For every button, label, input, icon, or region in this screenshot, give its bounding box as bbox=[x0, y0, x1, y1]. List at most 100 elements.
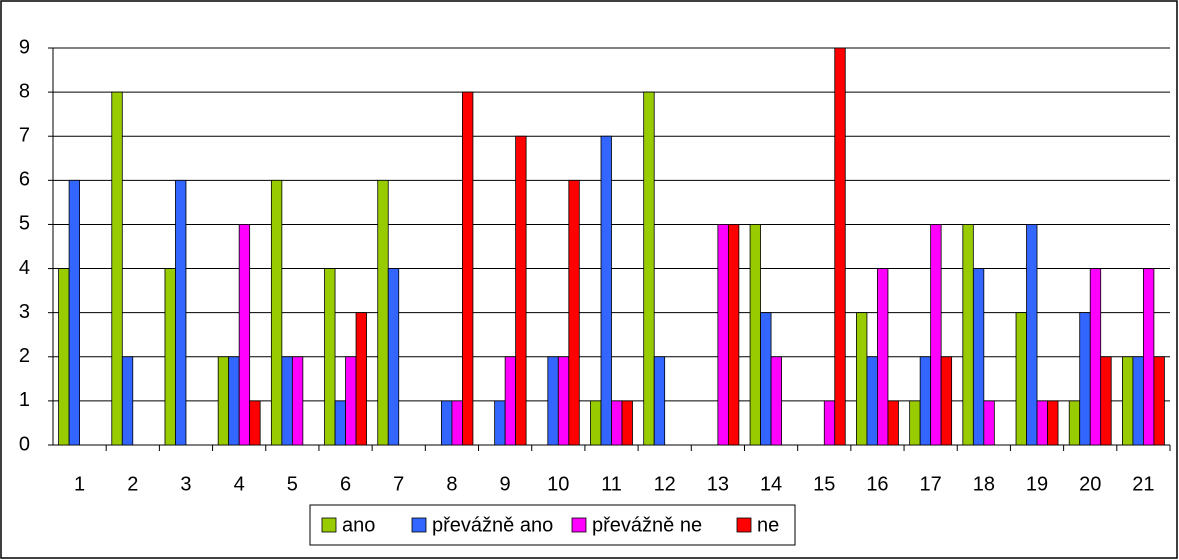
bar bbox=[270, 179, 283, 446]
y-tick-label: 8 bbox=[19, 80, 30, 102]
bar bbox=[909, 400, 921, 446]
y-tick-label: 9 bbox=[19, 36, 30, 58]
bar bbox=[281, 356, 293, 446]
x-tick-label: 20 bbox=[1079, 473, 1101, 495]
bar bbox=[291, 356, 304, 446]
bar bbox=[962, 224, 974, 446]
bar bbox=[930, 224, 942, 446]
bar bbox=[1068, 400, 1081, 446]
bar bbox=[387, 268, 400, 446]
x-tick-label: 10 bbox=[547, 473, 569, 495]
x-tick-label: 7 bbox=[393, 473, 404, 495]
bar bbox=[238, 224, 251, 446]
x-tick-label: 9 bbox=[500, 473, 511, 495]
bar bbox=[121, 356, 134, 446]
bar bbox=[1026, 224, 1038, 446]
bar bbox=[590, 400, 602, 446]
bar bbox=[1100, 356, 1112, 446]
bar bbox=[877, 268, 889, 446]
bar bbox=[324, 268, 336, 446]
bar bbox=[1047, 400, 1059, 446]
x-tick-label: 8 bbox=[446, 473, 457, 495]
bar bbox=[600, 135, 612, 446]
x-tick-label: 21 bbox=[1132, 473, 1154, 495]
bar bbox=[1079, 312, 1091, 446]
bar bbox=[164, 268, 176, 446]
bar bbox=[355, 312, 367, 446]
legend-swatch bbox=[321, 517, 337, 533]
bar bbox=[887, 400, 899, 446]
x-tick-label: 18 bbox=[973, 473, 995, 495]
x-tick-label: 14 bbox=[760, 473, 782, 495]
x-tick-label: 12 bbox=[654, 473, 676, 495]
y-tick-label: 7 bbox=[19, 125, 30, 147]
legend-swatch bbox=[571, 517, 587, 533]
bar bbox=[611, 400, 623, 446]
legend-label: převážně ano bbox=[432, 514, 553, 536]
x-tick-label: 15 bbox=[813, 473, 835, 495]
legend-label: převážně ne bbox=[592, 514, 702, 536]
bar bbox=[494, 400, 506, 446]
legend-label: ano bbox=[342, 514, 375, 536]
bar bbox=[249, 400, 261, 446]
bar bbox=[334, 400, 346, 446]
bar bbox=[515, 135, 527, 446]
x-tick-label: 4 bbox=[234, 473, 245, 495]
bar bbox=[228, 356, 240, 446]
bar bbox=[1122, 356, 1134, 446]
bar bbox=[983, 400, 995, 446]
bar bbox=[175, 179, 187, 446]
bar bbox=[504, 356, 517, 446]
bar bbox=[58, 268, 70, 446]
x-tick-label: 11 bbox=[601, 473, 622, 495]
x-tick-label: 5 bbox=[287, 473, 298, 495]
bar bbox=[68, 179, 80, 446]
x-tick-label: 3 bbox=[180, 473, 191, 495]
x-tick-label: 1 bbox=[74, 473, 85, 495]
x-tick-label: 19 bbox=[1026, 473, 1048, 495]
bar bbox=[568, 179, 580, 446]
x-tick-label: 2 bbox=[127, 473, 138, 495]
y-tick-label: 6 bbox=[19, 169, 30, 191]
bar bbox=[441, 400, 453, 446]
legend-swatch bbox=[736, 517, 752, 533]
bar bbox=[643, 91, 655, 446]
y-tick-label: 2 bbox=[19, 345, 30, 367]
bar bbox=[856, 312, 868, 446]
bar bbox=[653, 356, 666, 446]
bar bbox=[972, 268, 985, 446]
bar bbox=[1089, 268, 1102, 446]
bar bbox=[217, 356, 230, 446]
x-tick-label: 6 bbox=[340, 473, 351, 495]
x-tick-label: 16 bbox=[866, 473, 888, 495]
y-tick-label: 4 bbox=[19, 257, 30, 279]
x-tick-label: 17 bbox=[920, 473, 942, 495]
bar bbox=[1132, 356, 1144, 446]
y-tick-label: 1 bbox=[19, 389, 30, 411]
bar bbox=[749, 224, 761, 446]
y-tick-label: 5 bbox=[19, 213, 30, 235]
bar bbox=[770, 356, 782, 446]
bar bbox=[462, 91, 474, 446]
bar bbox=[919, 356, 932, 446]
bar bbox=[866, 356, 878, 446]
bar bbox=[834, 47, 846, 446]
bar bbox=[1036, 400, 1048, 446]
bar bbox=[547, 356, 559, 446]
legend-swatch bbox=[411, 517, 427, 533]
x-tick-label: 13 bbox=[707, 473, 729, 495]
bar bbox=[760, 312, 772, 446]
bar bbox=[823, 400, 836, 446]
bar bbox=[345, 356, 357, 446]
bar bbox=[111, 91, 123, 446]
bar bbox=[940, 356, 953, 446]
bar bbox=[621, 400, 633, 446]
legend-box bbox=[309, 504, 796, 546]
bar bbox=[451, 400, 463, 446]
legend-label: ne bbox=[757, 514, 779, 536]
y-tick-label: 0 bbox=[19, 433, 30, 455]
bar bbox=[1015, 312, 1027, 446]
bar bbox=[1153, 356, 1165, 446]
y-tick-label: 3 bbox=[19, 301, 30, 323]
